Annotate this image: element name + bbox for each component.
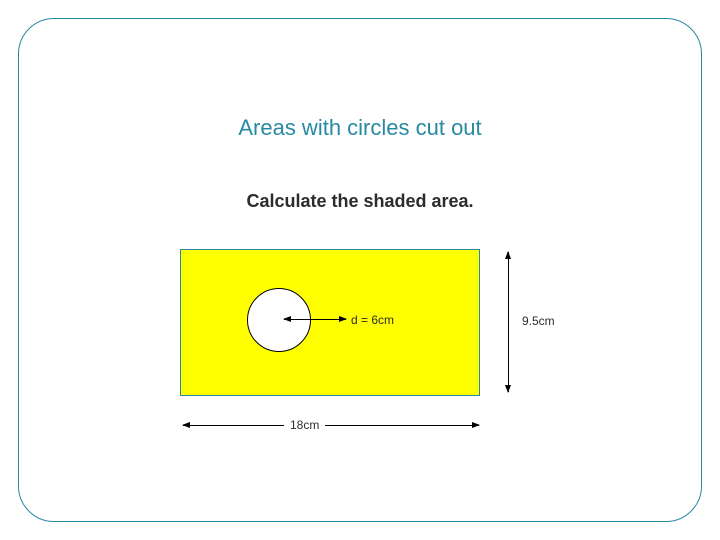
height-label: 9.5cm <box>522 314 555 328</box>
diameter-arrow <box>284 319 346 320</box>
slide-subtitle: Calculate the shaded area. <box>0 191 720 212</box>
slide-title: Areas with circles cut out <box>0 115 720 141</box>
cutout-circle <box>247 288 311 352</box>
diameter-label: d = 6cm <box>351 313 394 327</box>
height-arrow <box>508 252 509 392</box>
width-arrow <box>183 425 479 426</box>
width-label: 18cm <box>284 417 325 433</box>
shaded-rectangle <box>180 249 480 396</box>
